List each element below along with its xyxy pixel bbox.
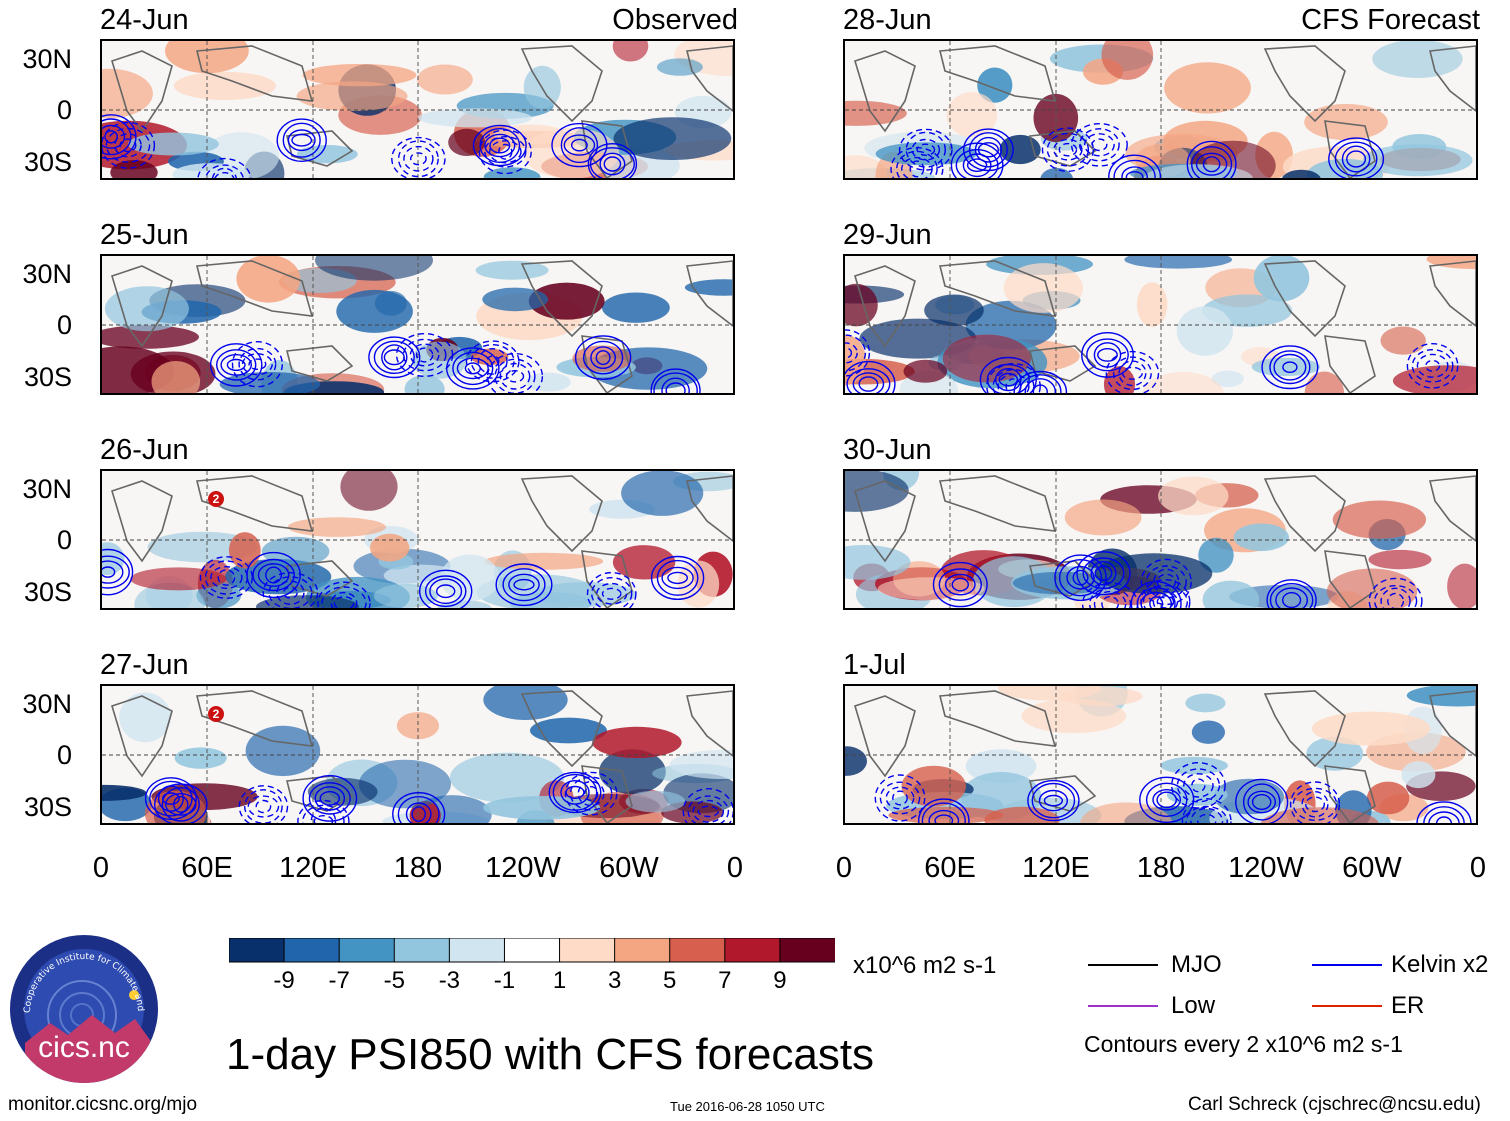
colorbar	[228, 937, 836, 969]
map-panel-forecast-28-jun	[843, 39, 1478, 180]
psi850-field	[845, 41, 1476, 178]
lat-label-30s: 30S	[23, 577, 72, 607]
colorbar-units: x10^6 m2 s-1	[853, 952, 997, 979]
contour-note: Contours every 2 x10^6 m2 s-1	[1084, 1031, 1403, 1057]
colorbar-swatch	[393, 937, 451, 963]
footer-timestamp: Tue 2016-06-28 1050 UTC	[670, 1099, 825, 1114]
colorbar-swatch	[338, 937, 396, 963]
psi850-field	[845, 256, 1476, 393]
colorbar-swatch	[614, 937, 671, 963]
lon-label-120w: 120W	[1228, 852, 1304, 884]
colorbar-tick-label: -1	[493, 967, 516, 994]
footer-author: Carl Schreck (cjschrec@ncsu.edu)	[1188, 1094, 1481, 1115]
map-panel-observed-25-jun	[100, 254, 735, 395]
lat-label-30n: 30N	[22, 259, 72, 289]
lon-label-0: 0	[835, 852, 853, 884]
storm-marker: 2	[208, 706, 224, 722]
legend-line-low	[1088, 1005, 1158, 1007]
lat-label-30s: 30S	[23, 147, 72, 177]
legend-label-er: ER	[1391, 992, 1425, 1019]
legend-line-er	[1312, 1005, 1382, 1007]
lon-label-120e: 120E	[279, 852, 347, 884]
legend-label-kelvin: Kelvin x2	[1391, 951, 1489, 978]
panel-date: 24-Jun	[100, 4, 189, 36]
colorbar-swatch	[669, 937, 726, 963]
colorbar-swatch	[724, 937, 781, 963]
observed-header: Observed	[612, 4, 738, 36]
map-panel-forecast-29-jun	[843, 254, 1478, 395]
panel-date: 27-Jun	[100, 649, 189, 681]
lon-label-60e: 60E	[181, 852, 233, 884]
lat-label-30n: 30N	[22, 474, 72, 504]
logo-text: cics.nc	[38, 1031, 130, 1064]
lon-label-60w: 60W	[1342, 852, 1402, 884]
lon-label-60e: 60E	[924, 852, 976, 884]
lat-label-0: 0	[56, 95, 72, 125]
lat-label-30s: 30S	[23, 362, 72, 392]
lon-label-0: 0	[92, 852, 110, 884]
psi850-field	[102, 256, 733, 393]
lat-label-0: 0	[56, 740, 72, 770]
colorbar-swatch	[559, 937, 616, 963]
lat-label-0: 0	[56, 310, 72, 340]
psi850-field	[102, 41, 733, 178]
legend-label-mjo: MJO	[1171, 951, 1222, 978]
psi850-field	[102, 686, 733, 823]
colorbar-tick-label: 3	[607, 967, 622, 994]
panel-date: 28-Jun	[843, 4, 932, 36]
colorbar-swatch	[228, 937, 286, 963]
panel-date: 26-Jun	[100, 434, 189, 466]
map-panel-observed-26-jun	[100, 469, 735, 610]
lat-label-0: 0	[56, 525, 72, 555]
colorbar-tick-label: 9	[773, 967, 787, 994]
lon-label-180: 180	[393, 852, 443, 884]
map-panel-forecast-30-jun	[843, 469, 1478, 610]
lon-label-0: 0	[1469, 852, 1487, 884]
lon-label-180: 180	[1136, 852, 1186, 884]
map-panel-forecast-1-jul	[843, 684, 1478, 825]
colorbar-tick-label: -3	[438, 967, 461, 994]
colorbar-swatch	[779, 937, 836, 963]
lat-label-30n: 30N	[22, 689, 72, 719]
lon-label-0: 0	[726, 852, 744, 884]
colorbar-tick-label: 5	[663, 967, 677, 994]
legend-label-low: Low	[1171, 992, 1216, 1019]
cics-logo: Cooperative Institute for Climate and Sa…	[10, 935, 158, 1083]
map-panel-observed-24-jun	[100, 39, 735, 180]
colorbar-tick-label: 7	[718, 967, 732, 994]
colorbar-tick-label: -5	[383, 967, 405, 994]
colorbar-swatch	[283, 937, 341, 963]
legend-line-kelvin	[1312, 964, 1382, 966]
psi850-field	[102, 471, 733, 608]
map-panel-observed-27-jun	[100, 684, 735, 825]
colorbar-swatches	[228, 937, 836, 963]
colorbar-tick-label: -9	[273, 967, 295, 994]
panel-date: 25-Jun	[100, 219, 189, 251]
lon-label-120e: 120E	[1022, 852, 1090, 884]
lon-label-60w: 60W	[599, 852, 659, 884]
footer-url[interactable]: monitor.cicsnc.org/mjo	[8, 1094, 198, 1115]
panel-date: 30-Jun	[843, 434, 932, 466]
psi850-field	[845, 686, 1476, 823]
colorbar-tick-label: 1	[552, 967, 567, 994]
page-title: 1-day PSI850 with CFS forecasts	[226, 1030, 875, 1079]
colorbar-tick-label: -7	[328, 967, 350, 994]
panel-date: 1-Jul	[843, 649, 906, 681]
lat-label-30s: 30S	[23, 792, 72, 822]
colorbar-swatch	[448, 937, 506, 963]
lat-label-30n: 30N	[22, 44, 72, 74]
logo-graphic: Cooperative Institute for Climate and Sa…	[10, 935, 156, 1083]
legend-line-mjo	[1088, 964, 1158, 966]
storm-marker: 2	[208, 491, 224, 507]
forecast-header: CFS Forecast	[1301, 4, 1480, 36]
panel-date: 29-Jun	[843, 219, 932, 251]
colorbar-swatch	[503, 937, 561, 963]
psi850-field	[845, 471, 1476, 608]
lon-label-120w: 120W	[485, 852, 561, 884]
